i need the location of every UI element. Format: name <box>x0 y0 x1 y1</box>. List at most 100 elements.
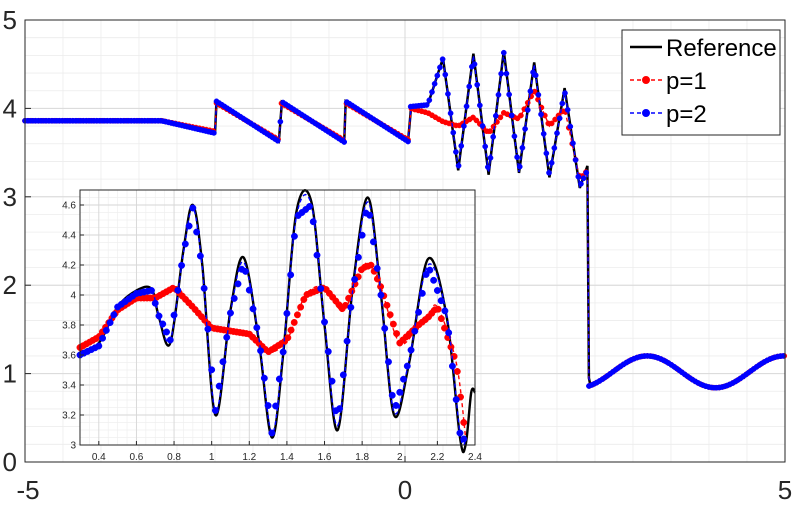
inset-marker-p2 <box>253 324 261 332</box>
inset-marker-p2 <box>106 319 114 327</box>
legend-swatch-marker <box>642 109 650 117</box>
inset-marker-p2 <box>170 311 178 319</box>
inset-marker-p2 <box>110 311 118 319</box>
inset-marker-p1 <box>293 311 301 319</box>
legend: Reference p=1 p=2 <box>621 29 781 136</box>
inset-marker-p2 <box>155 312 163 320</box>
inset-marker-p2 <box>159 320 167 328</box>
inset-marker-p2 <box>95 342 103 350</box>
inset-marker-p1 <box>300 296 308 303</box>
inset-x-tick-label: 1.8 <box>355 452 369 463</box>
inset-marker-p2 <box>422 271 430 278</box>
inset-marker-p1 <box>383 301 391 309</box>
inset-marker-p2 <box>174 286 182 294</box>
series-marker-p1 <box>518 112 524 119</box>
inset-marker-p2 <box>358 231 366 239</box>
legend-swatch-marker <box>642 76 650 84</box>
inset-marker-p2 <box>227 309 234 317</box>
inset-marker-p1 <box>393 330 401 338</box>
inset-marker-p2 <box>208 366 216 374</box>
series-line-p2 <box>25 52 785 389</box>
inset-marker-p2 <box>151 299 159 307</box>
inset-y-tick-label: 3.6 <box>62 351 76 362</box>
inset-series-reference <box>79 189 477 454</box>
inset-marker-p2 <box>433 287 441 294</box>
y-tick-label: 0 <box>3 447 17 477</box>
inset-x-tick-label: 0.4 <box>92 452 106 463</box>
y-tick-label: 2 <box>3 270 17 300</box>
inset-marker-p2 <box>193 228 201 236</box>
inset-x-tick-label: 1.2 <box>242 452 256 463</box>
inset-marker-p2 <box>369 238 377 246</box>
inset-x-tick-label: 0.8 <box>167 452 181 463</box>
inset-y-tick-label: 3.8 <box>62 321 76 332</box>
inset-marker-p2 <box>328 377 336 385</box>
inset-marker-p2 <box>290 232 298 240</box>
inset-marker-p2 <box>354 253 362 261</box>
inset-marker-p1 <box>348 287 356 295</box>
inset-marker-p2 <box>456 429 464 437</box>
legend-label: p=1 <box>666 68 707 95</box>
inset-marker-p2 <box>321 318 328 326</box>
inset-marker-p2 <box>264 402 272 410</box>
inset-marker-p1 <box>290 319 298 326</box>
inset-marker-p2 <box>336 405 344 413</box>
inset-marker-p2 <box>306 203 313 210</box>
inset-x-tick-label: 2.2 <box>430 452 444 463</box>
inset-marker-p2 <box>287 271 295 279</box>
inset-marker-p2 <box>441 307 449 315</box>
series-marker-p2 <box>562 90 568 96</box>
inset-y-tick-label: 3 <box>70 441 76 452</box>
inset-marker-p1 <box>297 303 305 311</box>
series-marker-p2 <box>431 80 438 87</box>
inset-x-tick-label: 0.6 <box>129 452 143 463</box>
inset-marker-p2 <box>347 303 355 311</box>
inset-marker-p2 <box>426 266 434 274</box>
inset-x-tick-label: 1.4 <box>280 452 294 463</box>
inset-marker-p2 <box>204 325 212 333</box>
inset-chart: 0.4 0.6 0.8 1 1.2 1.4 1.6 1.8 2 2.2 2.4 3 3.2 3.4 3.6 3… <box>62 189 482 463</box>
inset-marker-p2 <box>163 328 170 336</box>
inset-marker-p2 <box>385 358 392 366</box>
inset-marker-p2 <box>245 286 253 294</box>
inset-marker-p2 <box>166 336 174 344</box>
main-series <box>22 49 788 391</box>
inset-marker-p2 <box>343 337 351 345</box>
inset-marker-p2 <box>309 218 317 226</box>
inset-marker-p1 <box>437 315 445 323</box>
inset-marker-p2 <box>317 285 325 293</box>
inset-marker-p2 <box>102 326 110 334</box>
inset-y-tick-label: 4.4 <box>62 231 76 242</box>
inset-marker-p2 <box>181 240 189 248</box>
inset-y-tick-label: 4.6 <box>62 201 76 212</box>
legend-label: Reference <box>666 35 777 62</box>
inset-marker-p1 <box>389 320 397 328</box>
inset-x-tick-label: 1.6 <box>318 452 332 463</box>
inset-marker-p2 <box>396 388 404 396</box>
inset-marker-p2 <box>324 348 332 356</box>
inset-marker-p2 <box>242 267 249 275</box>
y-tick-label: 4 <box>3 93 17 123</box>
inset-marker-p1 <box>453 368 461 375</box>
inset-marker-p2 <box>448 362 456 370</box>
inset-marker-p2 <box>460 435 468 443</box>
inset-marker-p2 <box>452 396 460 404</box>
inset-marker-p2 <box>148 287 155 294</box>
inset-y-tick-label: 3.4 <box>62 381 76 392</box>
inset-marker-p2 <box>283 309 291 317</box>
inset-marker-p2 <box>275 375 283 383</box>
y-tick-label: 5 <box>3 5 17 35</box>
inset-marker-p2 <box>392 401 400 409</box>
inset-marker-p2 <box>230 294 238 302</box>
inset-marker-p2 <box>445 329 453 337</box>
x-tick-label: -5 <box>16 475 39 505</box>
inset-marker-p2 <box>178 261 186 269</box>
inset-x-tick-label: 1 <box>209 452 215 463</box>
inset-marker-p2 <box>339 371 347 379</box>
inset-marker-p2 <box>407 346 415 354</box>
inset-marker-p2 <box>430 276 438 284</box>
inset-frame <box>79 189 476 446</box>
inset-marker-p2 <box>381 324 389 332</box>
inset-marker-p1 <box>386 311 394 319</box>
